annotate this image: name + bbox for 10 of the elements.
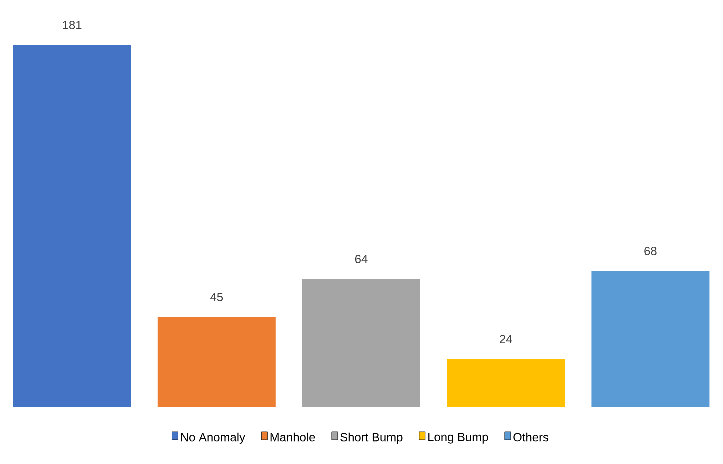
legend-label: Manhole (270, 432, 316, 442)
data-label: 64 (355, 255, 368, 264)
data-label: 24 (500, 335, 512, 344)
legend-label: Short Bump (340, 432, 403, 444)
data-label: 45 (210, 293, 224, 302)
legend-label: Others (514, 432, 549, 442)
legend-label: Long Bump (428, 433, 488, 444)
data-label: 181 (63, 21, 82, 30)
data-label: 68 (644, 247, 657, 256)
legend-label: No Anomaly (181, 432, 246, 444)
